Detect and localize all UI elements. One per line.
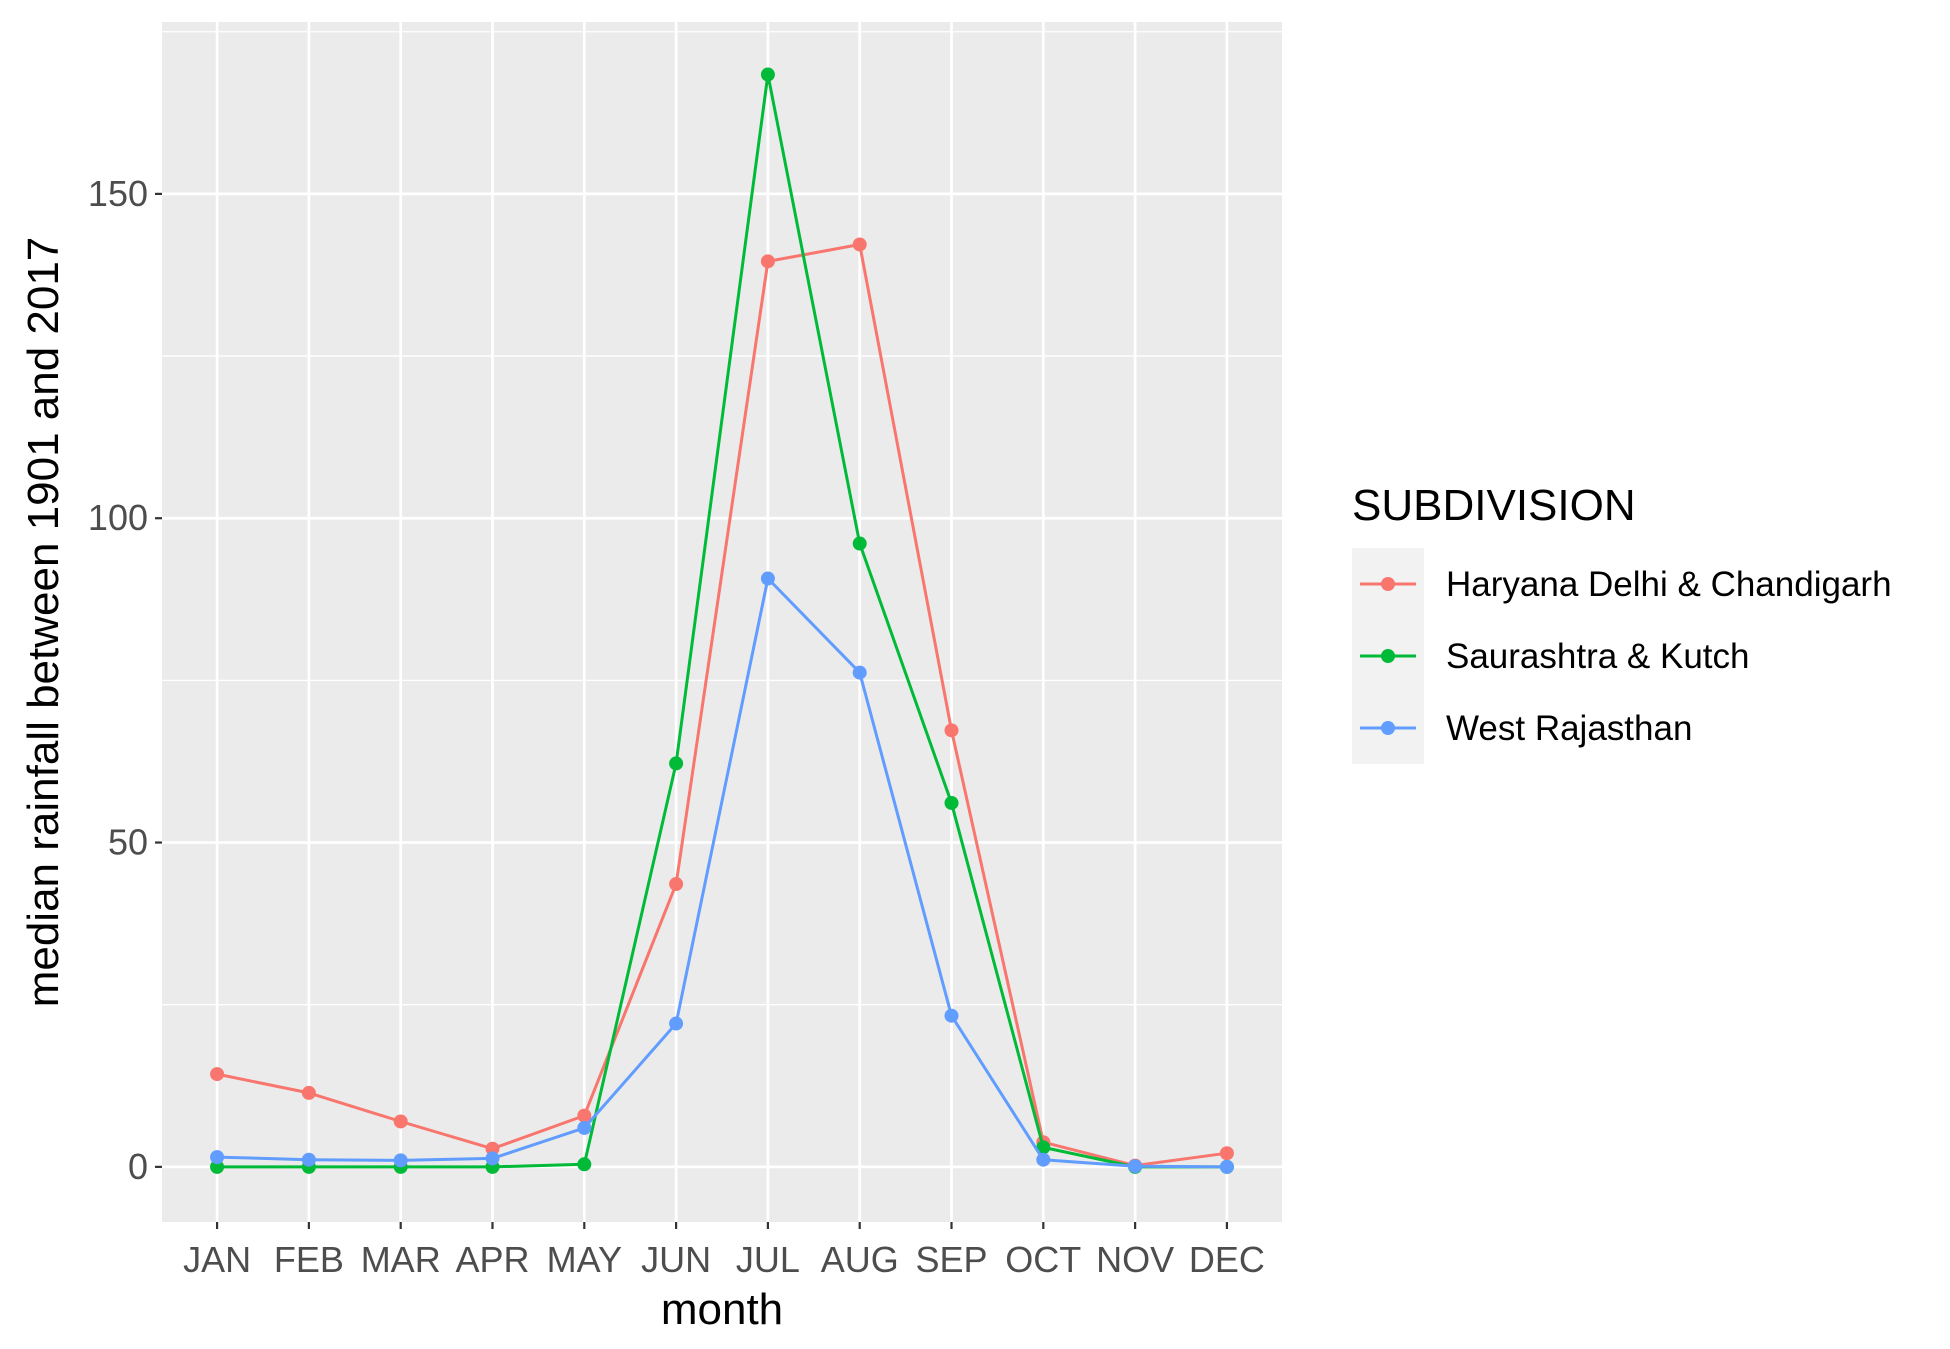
data-point (393, 1114, 408, 1129)
data-point (852, 665, 867, 680)
legend-item: Haryana Delhi & Chandigarh (1360, 565, 1892, 604)
x-tick-label: JUL (736, 1239, 800, 1280)
series-line (217, 73, 1227, 1169)
x-tick-label: JUN (641, 1239, 711, 1280)
data-point (577, 1108, 592, 1123)
data-point (301, 1152, 316, 1167)
x-axis-ticks: JAN FEB MAR APR MAY JUN JUL AUG SEP OCT NOV DEC (183, 1222, 1265, 1280)
legend-item: West Rajasthan (1360, 709, 1692, 748)
x-tick-label: MAY (547, 1239, 622, 1280)
legend-key-point (1381, 577, 1395, 591)
data-point (1219, 1146, 1234, 1161)
data-point (577, 1157, 592, 1172)
x-tick-label: SEP (915, 1239, 987, 1280)
data-point (1128, 1159, 1143, 1174)
data-point (852, 237, 867, 252)
data-point (760, 254, 775, 269)
plot-panel (162, 22, 1282, 1222)
series-layer (210, 67, 1234, 1174)
data-point (944, 1008, 959, 1023)
data-point (393, 1153, 408, 1168)
x-tick-label: AUG (821, 1239, 899, 1280)
data-point (301, 1085, 316, 1100)
data-point (485, 1141, 500, 1156)
legend-key-point (1381, 721, 1395, 735)
legend-title: SUBDIVISION (1352, 481, 1636, 530)
data-point (669, 756, 684, 771)
data-point (669, 877, 684, 892)
legend-label: Saurashtra & Kutch (1446, 637, 1750, 676)
legend-key-point (1381, 649, 1395, 663)
y-axis-ticks: 0 50 100 150 (88, 173, 162, 1187)
data-point (485, 1151, 500, 1166)
data-point (577, 1120, 592, 1135)
y-tick-label: 100 (88, 497, 148, 538)
legend: SUBDIVISION Haryana Delhi & Chandigarh Sa… (1352, 481, 1892, 764)
data-point (1219, 1159, 1234, 1174)
x-tick-label: JAN (183, 1239, 251, 1280)
x-tick-label: OCT (1005, 1239, 1081, 1280)
x-tick-label: DEC (1189, 1239, 1265, 1280)
data-point (944, 723, 959, 738)
series-line (217, 577, 1227, 1169)
data-point (210, 1159, 225, 1174)
data-point (210, 1150, 225, 1165)
x-tick-label: MAR (361, 1239, 441, 1280)
series-line (216, 243, 1228, 1168)
data-point (669, 1016, 684, 1031)
data-point (852, 536, 867, 551)
data-point (760, 67, 775, 82)
y-tick-label: 50 (108, 822, 148, 863)
y-tick-label: 150 (88, 173, 148, 214)
x-tick-label: APR (455, 1239, 529, 1280)
y-axis-title: median rainfall between 1901 and 2017 (19, 237, 68, 1008)
data-point (760, 571, 775, 586)
legend-item: Saurashtra & Kutch (1360, 637, 1750, 676)
legend-label: West Rajasthan (1446, 709, 1692, 748)
x-tick-label: FEB (274, 1239, 344, 1280)
data-point (1036, 1140, 1051, 1155)
legend-label: Haryana Delhi & Chandigarh (1446, 565, 1892, 604)
data-point (210, 1067, 225, 1082)
y-tick-label: 0 (128, 1146, 148, 1187)
grid-minor (162, 31, 1282, 1006)
series-2 (210, 571, 1234, 1174)
legend-items: Haryana Delhi & Chandigarh Saurashtra & K… (1360, 565, 1892, 748)
data-point (1036, 1152, 1051, 1167)
x-axis-title: month (661, 1285, 783, 1334)
data-point (944, 795, 959, 810)
x-tick-label: NOV (1096, 1239, 1174, 1280)
